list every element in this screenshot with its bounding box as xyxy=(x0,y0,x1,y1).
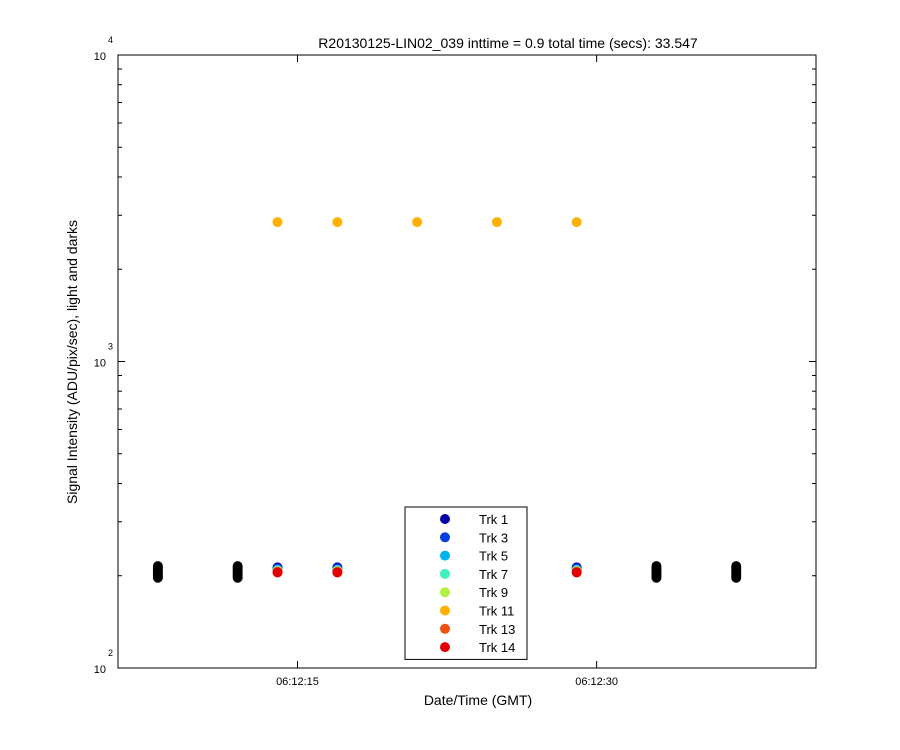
data-point xyxy=(412,217,423,228)
legend-marker xyxy=(440,568,450,579)
y-tick-label-base: 10 xyxy=(94,358,106,370)
data-point xyxy=(571,217,582,228)
dark-frame-point xyxy=(731,561,742,572)
x-tick-label: 06:12:15 xyxy=(276,676,319,688)
data-point xyxy=(332,567,343,578)
dark-frame-point xyxy=(651,561,662,572)
legend-marker xyxy=(440,587,450,598)
y-tick-label-base: 10 xyxy=(94,664,106,676)
y-axis-label: Signal Intensity (ADU/pix/sec), light an… xyxy=(64,220,80,504)
legend-label: Trk 7 xyxy=(479,567,508,582)
legend-label: Trk 11 xyxy=(479,604,514,619)
data-point xyxy=(491,217,502,228)
legend-marker xyxy=(440,514,450,524)
legend-marker xyxy=(440,605,450,616)
legend-label: Trk 5 xyxy=(479,549,508,564)
y-tick-label-exponent: 4 xyxy=(108,35,113,45)
x-axis-label: Date/Time (GMT) xyxy=(424,692,532,708)
y-tick-label-exponent: 2 xyxy=(108,648,113,658)
legend-label: Trk 14 xyxy=(479,640,515,655)
dark-frame-point xyxy=(232,561,243,572)
legend-marker xyxy=(440,532,450,543)
legend: Trk 1 Trk 3 Trk 5 Trk 7 Trk 9 Trk 11 Trk 13 Trk… xyxy=(404,506,528,660)
data-points xyxy=(152,217,742,583)
y-tick-label-base: 10 xyxy=(94,51,106,63)
data-point xyxy=(571,567,582,578)
legend-marker xyxy=(440,623,450,634)
chart-title: R20130125-LIN02_039 inttime = 0.9 total … xyxy=(318,35,698,51)
legend-label: Trk 9 xyxy=(479,585,508,600)
legend-marker xyxy=(440,642,450,653)
legend-label: Trk 1 xyxy=(479,512,508,527)
x-tick-label: 06:12:30 xyxy=(575,676,618,688)
data-point xyxy=(272,567,283,578)
data-point xyxy=(332,217,343,228)
legend-marker xyxy=(440,550,450,561)
data-point xyxy=(272,217,283,228)
legend-label: Trk 3 xyxy=(479,530,508,545)
dark-frame-point xyxy=(152,561,163,572)
y-tick-label-exponent: 3 xyxy=(108,342,113,352)
legend-label: Trk 13 xyxy=(479,622,515,637)
legend-box xyxy=(404,506,528,660)
